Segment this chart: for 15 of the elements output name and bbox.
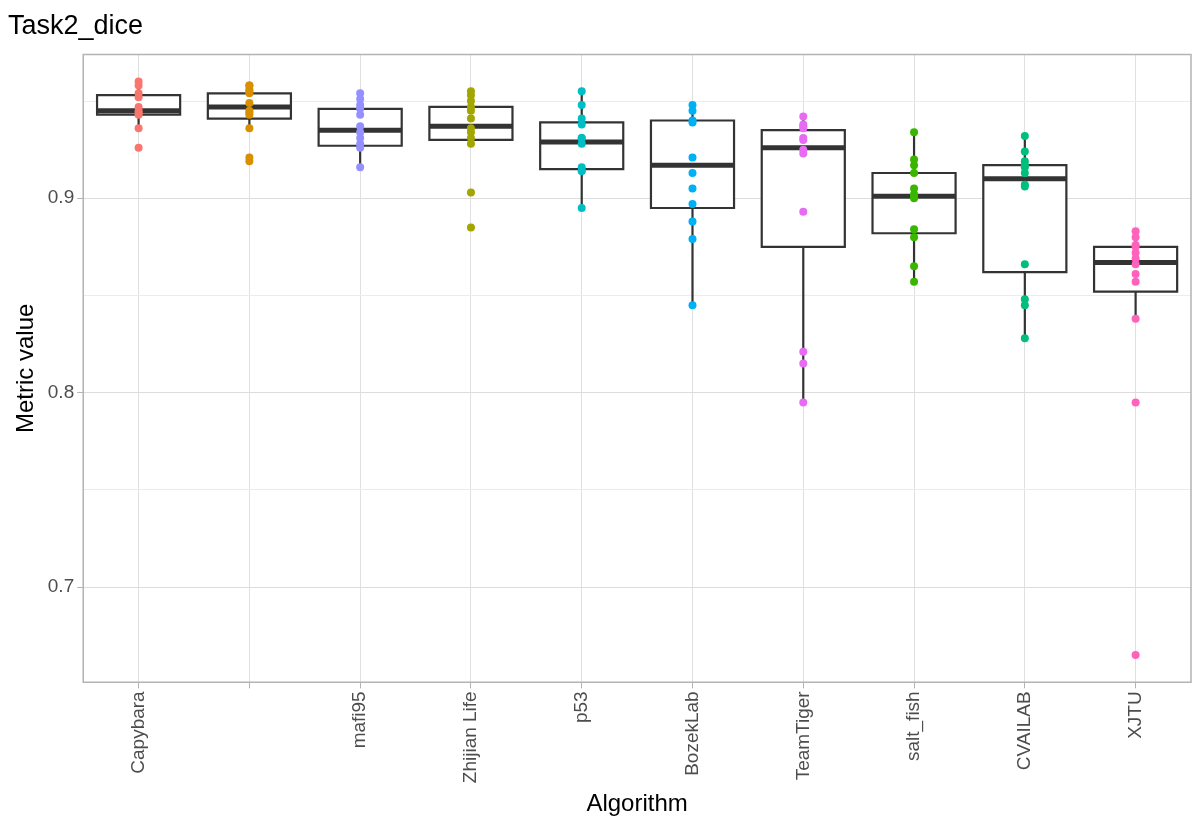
x-tick-label: Capybara (126, 690, 148, 774)
x-tick-label: BozekLab (680, 691, 702, 776)
x-tick-label: XJTU (1123, 691, 1145, 739)
y-tick-label: 0.9 (47, 186, 75, 208)
y-tick-label: 0.7 (47, 575, 75, 597)
x-tick-label: Zhijian Life (459, 691, 481, 784)
x-tick-label: mafi95 (348, 691, 370, 749)
x-tick-label: p53 (569, 691, 591, 724)
y-axis-title: Metric value (11, 303, 39, 434)
x-tick-label: TeamTiger (791, 690, 813, 781)
y-tick-label: 0.8 (47, 380, 75, 402)
x-tick-label: salt_fish (902, 691, 925, 762)
chart-title: Task2_dice (8, 9, 144, 40)
x-tick-label: CVAILAB (1013, 691, 1035, 771)
x-axis-title: Algorithm (586, 789, 688, 817)
